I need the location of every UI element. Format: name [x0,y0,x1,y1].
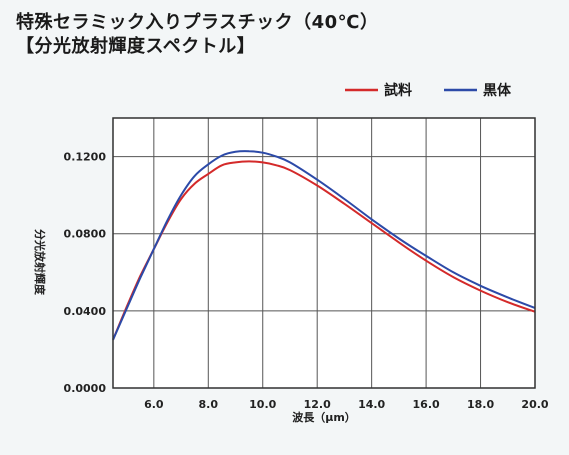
y-tick-label: 0.0800 [64,228,107,241]
legend-label-blackbody: 黒体 [483,82,512,99]
chart-subtitle: 【分光放射輝度スペクトル】 [16,36,256,57]
plot-frame [112,117,536,389]
x-tick-label: 8.0 [199,398,219,411]
y-tick-label: 0.1200 [64,151,107,164]
x-tick-label: 14.0 [358,398,385,411]
x-axis-label: 波長（μm） [292,410,356,424]
chart-title: 特殊セラミック入りプラスチック（40℃） [16,12,379,33]
legend-label-sample: 試料 [384,82,412,99]
legend: 試料 黒体 [345,82,512,99]
series-layer [112,150,536,341]
x-tick-label: 6.0 [144,398,164,411]
series-line-blackbody [112,150,536,341]
tick-labels: 6.0 8.0 10.0 12.0 14.0 16.0 18.0 20.0 0.0000 0.04… [64,151,549,411]
x-tick-label: 20.0 [521,398,548,411]
x-tick-label: 12.0 [304,398,331,411]
y-tick-label: 0.0000 [64,382,107,395]
x-tick-label: 10.0 [249,398,276,411]
y-tick-label: 0.0400 [64,305,107,318]
y-axis-label: 分光放射輝度 [33,229,47,296]
x-tick-label: 16.0 [413,398,440,411]
plot-area [112,117,536,389]
x-tick-label: 18.0 [467,398,494,411]
